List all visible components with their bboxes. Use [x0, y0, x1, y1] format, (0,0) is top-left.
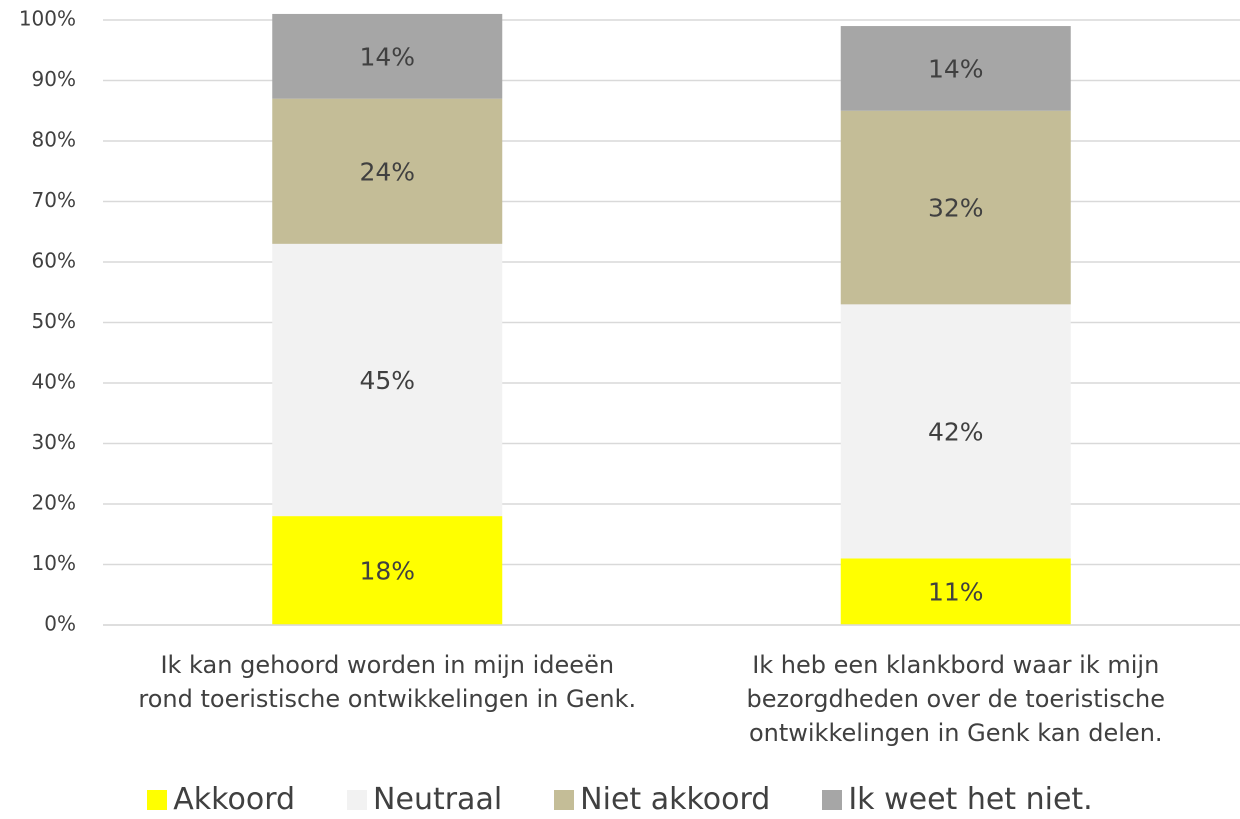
bar-segment — [272, 516, 503, 625]
bar-segment — [840, 26, 1071, 111]
bar-segment — [272, 98, 503, 244]
y-tick-label: 50% — [32, 309, 76, 333]
legend-swatch — [554, 789, 575, 810]
y-tick-label: 60% — [32, 249, 76, 273]
legend: Akkoord Neutraal Niet akkoord Ik weet het n… — [0, 782, 1240, 817]
data-label: 32% — [928, 194, 984, 223]
legend-item: Akkoord — [147, 782, 295, 817]
legend-swatch — [347, 789, 368, 810]
chart: 0% 10% 20% 30% 40% 50% 60% 70% 80% 90% 100% 18% 45% 2… — [19, 7, 1240, 636]
legend-label: Neutraal — [373, 782, 503, 817]
y-tick-label: 30% — [32, 430, 76, 454]
legend-label: Niet akkoord — [580, 782, 771, 817]
y-tick-label: 20% — [32, 491, 76, 515]
y-tick-label: 0% — [44, 612, 76, 636]
y-tick-label: 90% — [32, 67, 76, 91]
legend-item: Niet akkoord — [554, 782, 770, 817]
bar-segment — [272, 13, 503, 99]
y-tick-label: 40% — [32, 370, 76, 394]
y-tick-label: 70% — [32, 188, 76, 212]
y-tick-label: 80% — [32, 128, 76, 152]
data-label: 24% — [359, 157, 415, 186]
legend-label: Ik weet het niet. — [848, 782, 1093, 817]
x-tick-label: Ik heb een klankbord waar ik mijn bezorg… — [746, 651, 1165, 747]
bar-segment — [840, 558, 1071, 625]
x-tick-label: Ik kan gehoord worden in mijn ideeën ron… — [138, 651, 637, 713]
legend-item: Neutraal — [347, 782, 502, 817]
data-label: 18% — [359, 557, 415, 586]
bar-segment — [272, 243, 503, 517]
data-label: 45% — [359, 366, 415, 395]
data-label: 11% — [928, 578, 984, 607]
bar-segment — [840, 110, 1071, 305]
legend-swatch — [147, 789, 168, 810]
data-label: 42% — [928, 417, 984, 446]
data-label: 14% — [928, 54, 984, 83]
y-tick-label: 10% — [32, 551, 76, 575]
y-tick-label: 100% — [19, 7, 76, 31]
bar-segment — [840, 304, 1071, 559]
legend-item: Ik weet het niet. — [822, 782, 1093, 817]
legend-label: Akkoord — [173, 782, 296, 817]
data-label: 14% — [359, 42, 415, 71]
legend-swatch — [822, 789, 843, 810]
